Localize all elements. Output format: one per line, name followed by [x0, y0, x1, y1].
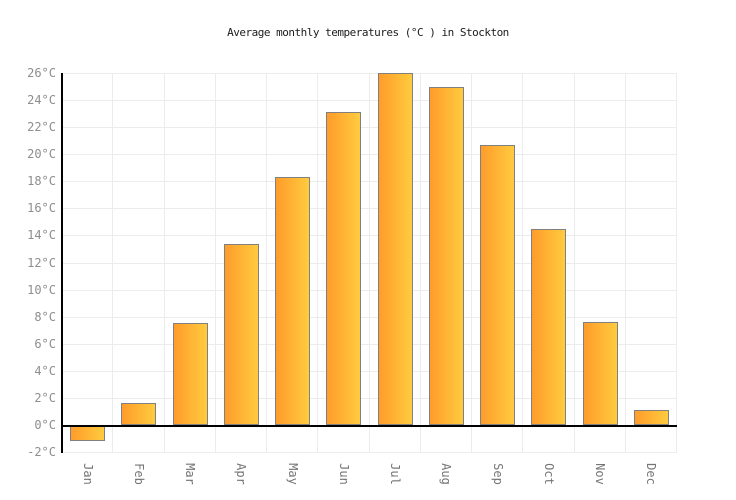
bar-apr	[224, 244, 259, 425]
gridline-vertical	[164, 73, 165, 452]
y-axis-tick-label: 16°C	[27, 201, 56, 215]
gridline-vertical	[369, 73, 370, 452]
bar-feb	[121, 403, 156, 425]
bar-nov	[583, 322, 618, 425]
chart-title: Average monthly temperatures (°C ) in St…	[227, 26, 509, 39]
plot-area	[62, 73, 677, 453]
gridline-vertical	[112, 73, 113, 452]
x-axis-label-feb: Feb	[132, 463, 146, 485]
x-axis-label-jul: Jul	[388, 463, 402, 485]
gridline-vertical	[317, 73, 318, 452]
y-axis-tick-label: 24°C	[27, 93, 56, 107]
gridline-vertical	[266, 73, 267, 452]
gridline-vertical	[471, 73, 472, 452]
x-axis-label-jun: Jun	[337, 463, 351, 485]
gridline-vertical	[574, 73, 575, 452]
x-axis-label-mar: Mar	[183, 463, 197, 485]
x-axis-label-jan: Jan	[81, 463, 95, 485]
bar-jul	[378, 73, 413, 425]
y-axis-tick-label: 22°C	[27, 120, 56, 134]
bar-dec	[634, 410, 669, 425]
y-axis-tick-label: 10°C	[27, 283, 56, 297]
x-axis-label-sep: Sep	[491, 463, 505, 485]
gridline-vertical	[420, 73, 421, 452]
y-axis-tick-label: -2°C	[27, 445, 56, 459]
y-axis-tick-label: 14°C	[27, 228, 56, 242]
y-axis-tick-label: 8°C	[34, 310, 56, 324]
y-axis-tick-label: 4°C	[34, 364, 56, 378]
gridline-horizontal	[62, 452, 677, 453]
y-axis-tick-label: 18°C	[27, 174, 56, 188]
y-axis-tick-label: 20°C	[27, 147, 56, 161]
gridline-vertical	[676, 73, 677, 452]
y-axis-tick-label: 0°C	[34, 418, 56, 432]
zero-baseline	[62, 425, 677, 427]
bar-may	[275, 177, 310, 425]
gridline-vertical	[522, 73, 523, 452]
y-axis-tick-label: 12°C	[27, 256, 56, 270]
x-axis-label-oct: Oct	[542, 463, 556, 485]
gridline-vertical	[625, 73, 626, 452]
bar-aug	[429, 87, 464, 425]
y-axis-tick-label: 6°C	[34, 337, 56, 351]
y-axis-tick-label: 26°C	[27, 66, 56, 80]
bar-mar	[173, 323, 208, 425]
bar-sep	[480, 145, 515, 425]
x-axis-label-aug: Aug	[439, 463, 453, 485]
x-axis-label-nov: Nov	[593, 463, 607, 485]
x-axis-label-apr: Apr	[234, 463, 248, 485]
bar-oct	[531, 229, 566, 425]
y-axis-line	[61, 73, 63, 453]
bar-jan	[70, 425, 105, 441]
bar-jun	[326, 112, 361, 425]
y-axis-tick-label: 2°C	[34, 391, 56, 405]
x-axis-label-dec: Dec	[644, 463, 658, 485]
x-axis-label-may: May	[286, 463, 300, 485]
gridline-vertical	[215, 73, 216, 452]
